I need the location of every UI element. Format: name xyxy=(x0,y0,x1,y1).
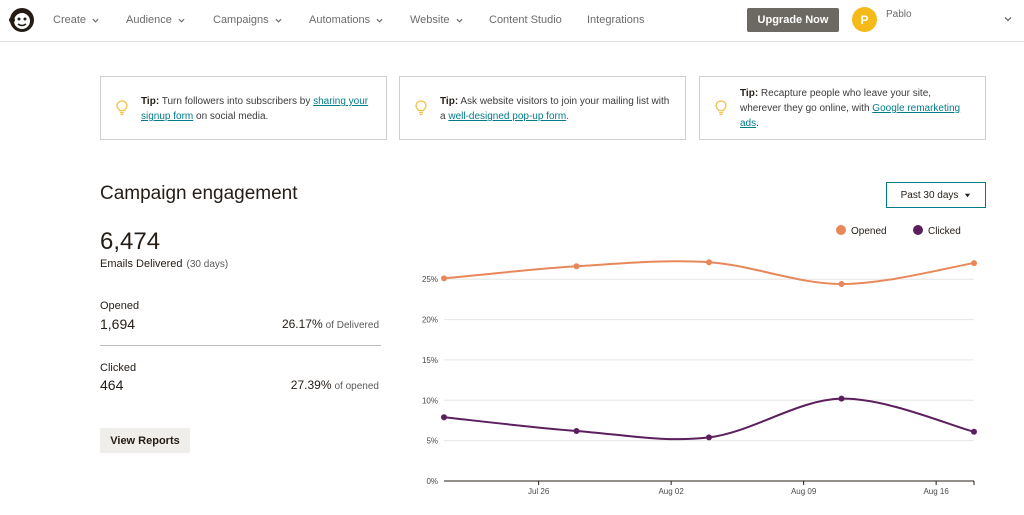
chevron-down-icon xyxy=(92,18,99,23)
clicked-percentage: 27.39% of opened xyxy=(291,378,379,392)
nav-campaigns-label: Campaigns xyxy=(213,14,269,26)
clicked-data-point xyxy=(573,427,580,434)
opened-pct-value: 26.17% xyxy=(281,317,323,331)
tip-card-remarketing: Tip: Recapture people who leave your sit… xyxy=(699,76,986,140)
view-reports-button[interactable]: View Reports xyxy=(100,428,190,453)
y-tick-label: 20% xyxy=(422,316,438,325)
y-tick-label: 0% xyxy=(426,477,438,486)
y-tick-label: 10% xyxy=(422,396,438,405)
engagement-line-chart: 0% 5% 10% 15% 20% 25% Jul 26 Aug 02 Aug 09 Aug 16… xyxy=(422,225,977,496)
nav-website[interactable]: Website xyxy=(410,14,463,26)
x-tick-label: Jul 26 xyxy=(528,487,550,496)
chevron-down-icon xyxy=(456,18,463,23)
opened-percentage: 26.17% of Delivered xyxy=(282,317,379,331)
emails-delivered-label: Emails Delivered (30 days) xyxy=(100,258,228,270)
emails-delivered-count: 6,474 xyxy=(100,228,161,255)
opened-count: 1,694 xyxy=(100,316,136,332)
delivered-period: (30 days) xyxy=(186,259,229,270)
y-tick-label: 5% xyxy=(426,437,438,446)
lightbulb-icon xyxy=(116,100,128,116)
clicked-pct-value: 27.39% xyxy=(290,378,332,392)
delivered-label-text: Emails Delivered xyxy=(100,258,183,270)
tip-body: Turn followers into subscribers by xyxy=(159,96,314,107)
nav-audience[interactable]: Audience xyxy=(126,14,185,26)
nav-integrations-label: Integrations xyxy=(587,14,645,26)
chevron-down-icon xyxy=(275,18,282,23)
upgrade-now-button[interactable]: Upgrade Now xyxy=(747,8,839,32)
tip-card-popup: Tip: Ask website visitors to join your m… xyxy=(399,76,686,140)
opened-legend-label: Opened xyxy=(851,226,887,237)
tip-card-signup: Tip: Turn followers into subscribers by … xyxy=(100,76,387,140)
nav-campaigns[interactable]: Campaigns xyxy=(213,14,282,26)
clicked-data-point xyxy=(838,395,845,402)
top-nav: Create Audience Campaigns Automations We… xyxy=(0,0,1024,42)
section-title: Campaign engagement xyxy=(100,183,298,204)
clicked-pct-of: of opened xyxy=(334,381,380,392)
opened-label: Opened xyxy=(100,300,140,312)
nav-content-studio[interactable]: Content Studio xyxy=(489,14,562,26)
tip-body-end: on social media. xyxy=(193,111,269,122)
nav-create-label: Create xyxy=(53,14,87,26)
clicked-data-point xyxy=(971,428,977,435)
tip-body: Ask website visitors to join your mailin… xyxy=(440,96,670,122)
date-range-select[interactable]: Past 30 days xyxy=(886,182,986,208)
x-tick-label: Aug 16 xyxy=(923,487,949,496)
avatar[interactable]: P xyxy=(852,7,877,32)
lightbulb-icon xyxy=(715,100,727,116)
account-menu-chevron-icon[interactable] xyxy=(1004,15,1012,23)
tip-text: Tip: Ask website visitors to join your m… xyxy=(440,94,673,124)
opened-pct-of: of Delivered xyxy=(325,320,379,331)
clicked-data-point xyxy=(441,414,447,421)
nav-website-label: Website xyxy=(410,14,450,26)
sharing-signup-form-link[interactable]: sharing your signup form xyxy=(141,96,369,122)
tip-body-end: . xyxy=(756,118,759,129)
x-tick-label: Aug 02 xyxy=(658,487,684,496)
opened-data-point xyxy=(573,263,580,270)
tip-body: Recapture people who leave your site, wh… xyxy=(740,88,932,114)
tip-label: Tip: xyxy=(740,88,759,99)
x-tick-label: Aug 09 xyxy=(791,487,817,496)
clicked-label: Clicked xyxy=(100,362,137,374)
chevron-down-icon xyxy=(178,18,185,23)
clicked-legend-label: Clicked xyxy=(928,226,961,237)
clicked-legend-marker xyxy=(913,225,923,235)
opened-legend-marker xyxy=(836,225,846,235)
y-tick-label: 25% xyxy=(422,275,438,284)
nav-content-studio-label: Content Studio xyxy=(489,14,562,26)
divider xyxy=(100,345,381,346)
nav-create[interactable]: Create xyxy=(53,14,99,26)
google-remarketing-ads-link[interactable]: Google remarketing ads xyxy=(740,103,961,129)
opened-data-point xyxy=(441,275,447,282)
date-range-label: Past 30 days xyxy=(900,189,959,201)
clicked-count: 464 xyxy=(100,377,124,393)
tip-body-end: . xyxy=(566,111,569,122)
clicked-data-point xyxy=(706,434,712,441)
nav-audience-label: Audience xyxy=(126,14,172,26)
nav-integrations[interactable]: Integrations xyxy=(587,14,644,26)
opened-data-point xyxy=(838,281,845,288)
clicked-series-line xyxy=(443,397,975,441)
tip-label: Tip: xyxy=(141,96,160,107)
nav-automations[interactable]: Automations xyxy=(309,14,383,26)
tip-text: Tip: Turn followers into subscribers by … xyxy=(141,94,374,124)
opened-data-point xyxy=(706,259,712,266)
y-tick-label: 15% xyxy=(422,356,438,365)
user-name[interactable]: Pablo xyxy=(886,9,912,20)
chevron-down-icon xyxy=(965,193,971,197)
tip-text: Tip: Recapture people who leave your sit… xyxy=(740,86,973,131)
opened-data-point xyxy=(971,260,977,267)
popup-form-link[interactable]: well-designed pop-up form xyxy=(448,111,567,122)
nav-automations-label: Automations xyxy=(309,14,371,26)
chevron-down-icon xyxy=(376,18,383,23)
lightbulb-icon xyxy=(415,100,427,116)
mailchimp-logo-icon[interactable] xyxy=(8,6,36,34)
tip-label: Tip: xyxy=(440,96,459,107)
